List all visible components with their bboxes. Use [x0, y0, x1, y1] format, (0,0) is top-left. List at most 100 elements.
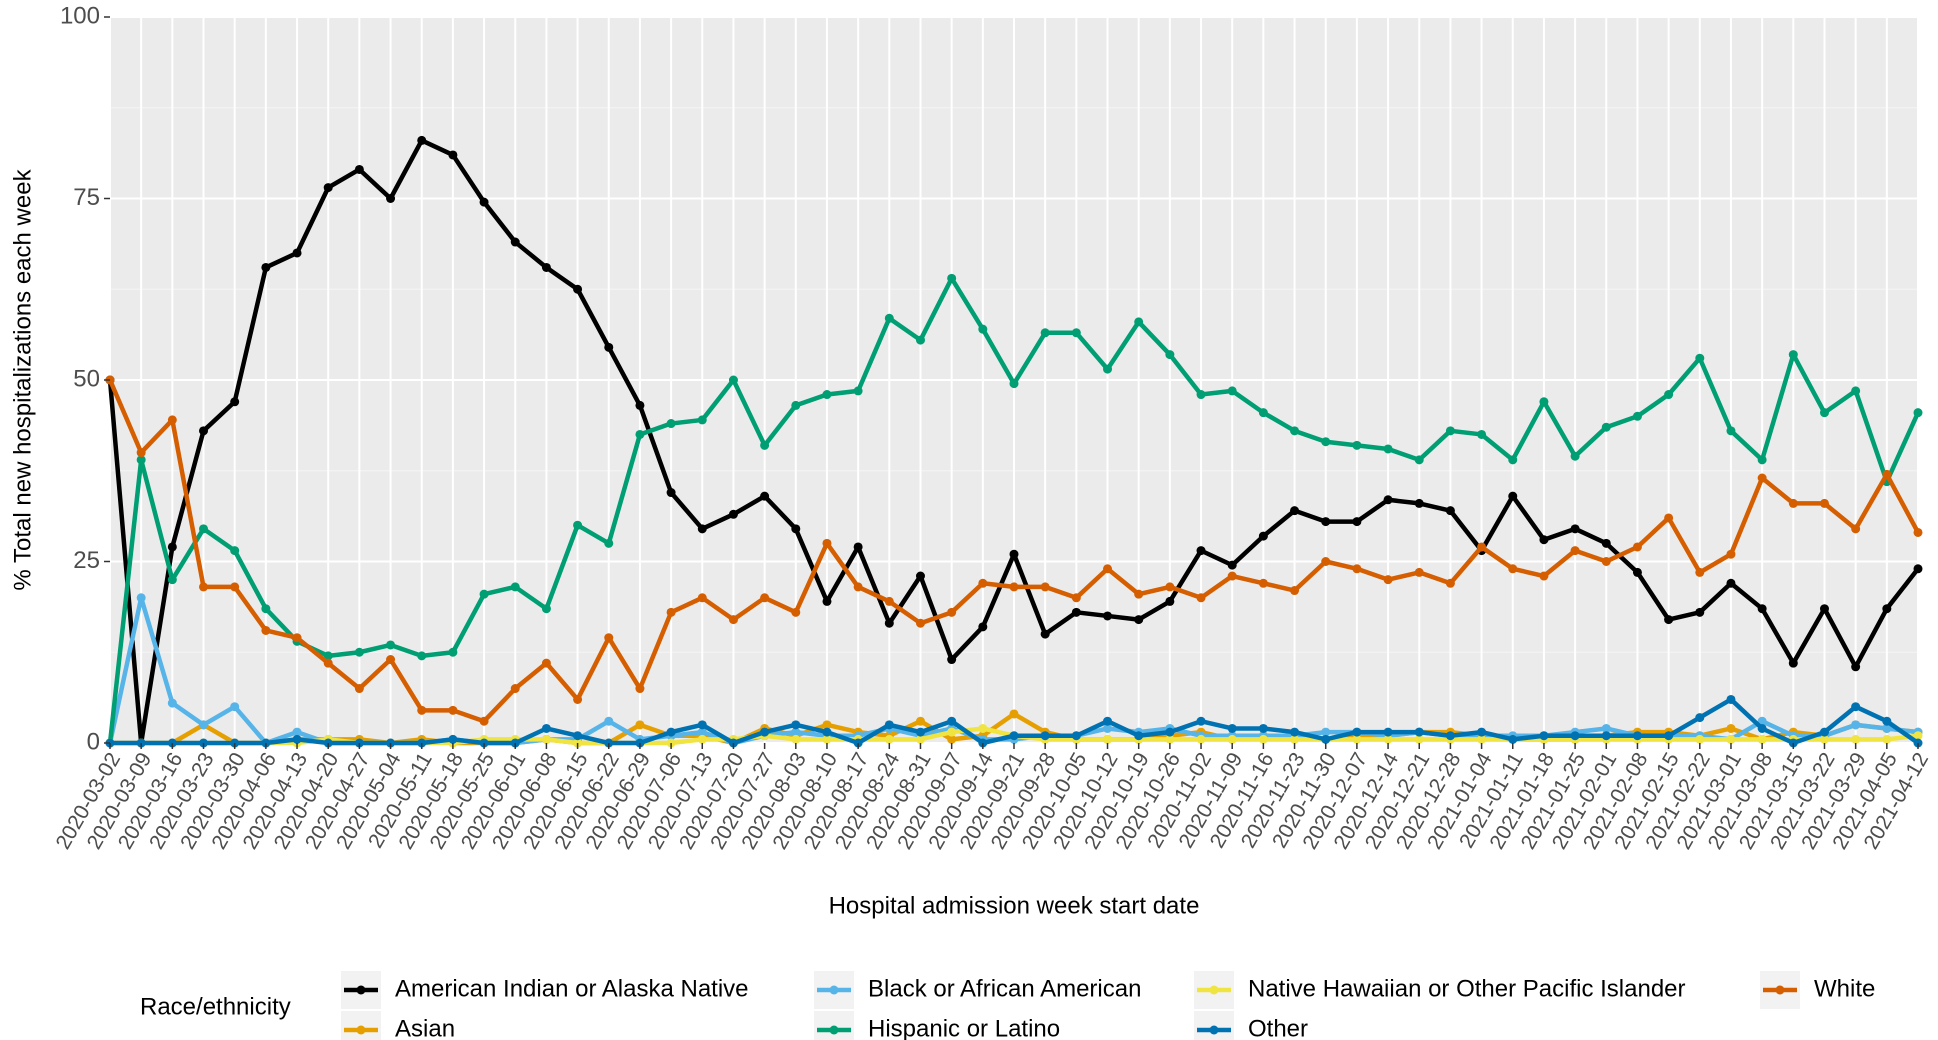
data-point: [1726, 549, 1736, 559]
data-point: [479, 716, 489, 726]
legend-key-point: [829, 1025, 839, 1035]
data-point: [448, 705, 458, 715]
data-point: [1196, 546, 1206, 556]
data-point: [573, 731, 583, 741]
data-point: [697, 734, 707, 744]
data-point: [292, 734, 302, 744]
data-point: [1819, 604, 1829, 614]
data-point: [417, 651, 427, 661]
data-point: [1757, 723, 1767, 733]
legend-label: Asian: [395, 1015, 455, 1040]
data-point: [1196, 390, 1206, 400]
data-point: [1477, 727, 1487, 737]
data-point: [261, 262, 271, 272]
data-point: [541, 262, 551, 272]
legend-label: Hispanic or Latino: [868, 1015, 1060, 1040]
data-point: [1165, 727, 1175, 737]
data-point: [822, 734, 832, 744]
data-point: [791, 727, 801, 737]
data-point: [1134, 317, 1144, 327]
legend-key-point: [1209, 1025, 1219, 1035]
data-point: [1290, 734, 1300, 744]
y-tick-label: 100: [60, 2, 100, 29]
data-point: [1726, 723, 1736, 733]
data-point: [1664, 615, 1674, 625]
data-point: [1445, 426, 1455, 436]
data-point: [1819, 727, 1829, 737]
data-point: [1726, 578, 1736, 588]
data-point: [1040, 582, 1050, 592]
data-point: [417, 135, 427, 145]
data-point: [1570, 546, 1580, 556]
data-point: [1913, 408, 1923, 418]
data-point: [292, 248, 302, 258]
data-point: [167, 575, 177, 585]
data-point: [947, 655, 957, 665]
data-point: [884, 734, 894, 744]
data-point: [292, 633, 302, 643]
data-point: [479, 589, 489, 599]
data-point: [1788, 350, 1798, 360]
data-point: [1757, 604, 1767, 614]
data-point: [1445, 731, 1455, 741]
data-point: [1695, 607, 1705, 617]
data-point: [323, 183, 333, 193]
data-point: [1882, 723, 1892, 733]
data-point: [697, 524, 707, 534]
legend-label: Native Hawaiian or Other Pacific Islande…: [1248, 975, 1686, 1002]
data-point: [853, 582, 863, 592]
data-point: [1103, 564, 1113, 574]
data-point: [791, 607, 801, 617]
data-point: [1726, 734, 1736, 744]
data-point: [1882, 734, 1892, 744]
legend-key-point: [829, 985, 839, 995]
data-point: [791, 720, 801, 730]
y-tick-label: 0: [87, 728, 100, 755]
data-point: [1851, 662, 1861, 672]
data-point: [541, 723, 551, 733]
legend-key-point: [1209, 985, 1219, 995]
data-point: [448, 647, 458, 657]
data-point: [884, 618, 894, 628]
data-point: [697, 727, 707, 737]
data-point: [604, 342, 614, 352]
data-point: [915, 734, 925, 744]
data-point: [947, 734, 957, 744]
data-point: [354, 164, 364, 174]
legend-title: Race/ethnicity: [140, 993, 291, 1020]
data-point: [915, 618, 925, 628]
data-point: [884, 596, 894, 606]
data-point: [1477, 429, 1487, 439]
data-point: [1913, 527, 1923, 537]
data-point: [1227, 723, 1237, 733]
data-point: [1040, 328, 1050, 338]
data-point: [1103, 734, 1113, 744]
data-point: [1071, 731, 1081, 741]
data-point: [1414, 734, 1424, 744]
data-point: [791, 400, 801, 410]
data-point: [915, 335, 925, 345]
data-point: [573, 520, 583, 530]
data-point: [915, 716, 925, 726]
data-point: [1632, 411, 1642, 421]
legend-label: White: [1814, 975, 1875, 1002]
y-tick-label: 50: [73, 365, 100, 392]
data-point: [978, 578, 988, 588]
data-point: [167, 415, 177, 425]
data-point: [1165, 734, 1175, 744]
data-point: [479, 197, 489, 207]
data-point: [1695, 734, 1705, 744]
data-point: [261, 604, 271, 614]
data-point: [1196, 716, 1206, 726]
data-point: [1726, 426, 1736, 436]
data-point: [947, 716, 957, 726]
data-point: [1227, 734, 1237, 744]
data-point: [1258, 578, 1268, 588]
data-point: [1788, 658, 1798, 668]
data-point: [1851, 524, 1861, 534]
data-point: [1321, 557, 1331, 566]
data-point: [136, 448, 146, 458]
data-point: [261, 625, 271, 635]
data-point: [573, 694, 583, 704]
data-point: [1913, 731, 1923, 741]
